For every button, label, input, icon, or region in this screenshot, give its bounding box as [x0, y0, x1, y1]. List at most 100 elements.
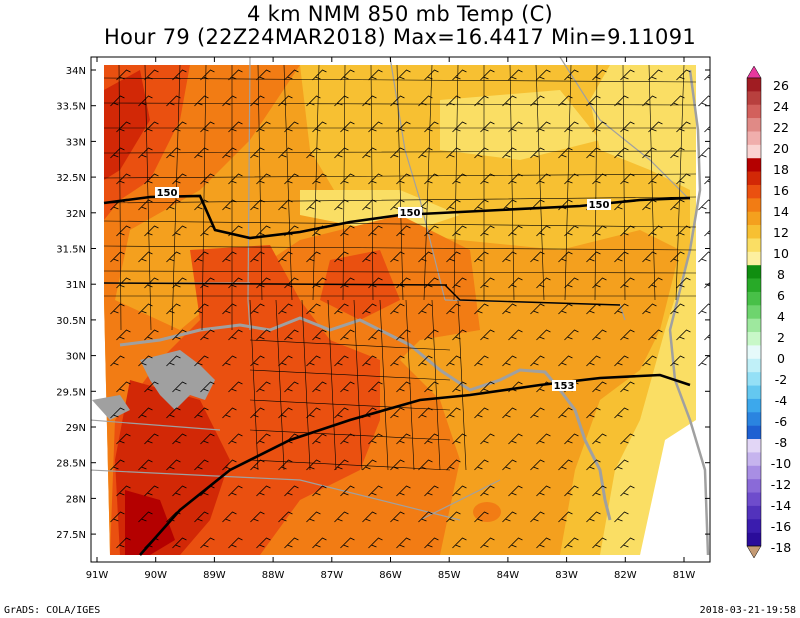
colorbar-segment	[747, 305, 761, 319]
colorbar-segment	[747, 118, 761, 132]
marsh-west	[92, 395, 130, 420]
lon-tick-label: 91W	[86, 570, 109, 581]
colorbar-label: 8	[777, 267, 785, 282]
colorbar-label: 12	[773, 225, 789, 240]
county-lines	[103, 64, 697, 471]
map-title-line2: Hour 79 (22Z24MAR2018) Max=16.4417 Min=9…	[103, 25, 697, 49]
colorbar-segment	[747, 265, 761, 279]
wind-barbs	[110, 69, 710, 549]
colorbar-label: -2	[775, 372, 787, 387]
county-boundaries	[103, 64, 697, 471]
contour-label: 153	[554, 381, 575, 392]
contour-label-bg	[587, 199, 611, 210]
barb-lines	[110, 69, 710, 549]
colorbar-label: 14	[773, 204, 789, 219]
colorbar-label: -8	[775, 435, 788, 450]
temp-band-8-10-a	[590, 65, 696, 555]
contour-label: 150	[400, 208, 421, 219]
colorbar-segment	[747, 225, 761, 239]
contour-label-bg	[155, 187, 179, 198]
lat-tick-label: 32N	[66, 209, 86, 220]
colorbar-segment	[747, 398, 761, 413]
lat-tick-label: 34N	[66, 66, 86, 77]
lon-tick-label: 89W	[203, 570, 226, 581]
colorbar-outline	[746, 77, 762, 547]
lon-tick-label: 85W	[438, 570, 461, 581]
temp-band-8-10-c	[440, 90, 600, 160]
colorbar-label: -6	[775, 414, 788, 429]
temp-band-10-12	[300, 65, 696, 555]
colorbar-label: 18	[773, 162, 789, 177]
colorbar-label: 0	[777, 351, 785, 366]
major-boundaries	[103, 282, 621, 306]
colorbar-segment	[747, 358, 761, 373]
colorbar-segment	[747, 492, 761, 507]
colorbar-segment	[747, 439, 761, 453]
colorbar-label: 4	[777, 309, 785, 324]
lat-tick-label: 32.5N	[56, 173, 86, 184]
colorbar-segment	[747, 505, 761, 520]
lat-tick-label: 31N	[66, 280, 86, 291]
lon-tick-label: 83W	[555, 570, 578, 581]
timestamp: 2018-03-21-19:58	[699, 605, 796, 616]
colorbar-label: 24	[773, 99, 789, 114]
height-contours	[103, 194, 691, 556]
colorbar-segment	[747, 318, 761, 333]
lon-tick-label: 88W	[262, 570, 285, 581]
lon-tick-label: 90W	[144, 570, 167, 581]
colorbar-label: 22	[773, 120, 789, 135]
colorbar-segment	[747, 171, 761, 186]
longitude-axis: 91W 90W 89W 88W 87W 86W 85W 84W 83W 82W 81W	[86, 57, 695, 581]
colorbar-label: -12	[771, 477, 791, 492]
latitude-axis: 34N 33.5N 33N 32.5N 32N 31.5N 31N 30.5N 30N 29.5N…	[56, 66, 710, 541]
colorbar-segment	[747, 332, 761, 346]
lon-tick-label: 86W	[379, 570, 402, 581]
colorbar-segment	[747, 158, 761, 172]
colorbar-label: -14	[771, 498, 791, 513]
contour-label: 150	[157, 188, 178, 199]
colorbar-label: 10	[773, 246, 789, 261]
contour-label: 150	[589, 200, 610, 211]
lat-tick-label: 31.5N	[56, 245, 86, 256]
lat-tick-label: 29.5N	[56, 387, 86, 398]
colorbar-label: -10	[771, 456, 791, 471]
colorbar-segment	[747, 144, 761, 159]
colorbar-bottom-arrow	[746, 545, 762, 559]
delta-marsh	[140, 350, 215, 410]
colorbar-segment	[747, 91, 761, 106]
colorbar-segment	[747, 425, 761, 440]
contour-153	[139, 373, 691, 556]
colorbar-label: -18	[771, 540, 791, 555]
lat-tick-label: 30N	[66, 352, 86, 363]
colorbar-top-arrow	[746, 65, 762, 79]
colorbar-label: -4	[775, 393, 788, 408]
colorbar-segment	[747, 198, 761, 213]
colorbar-segment	[747, 251, 761, 266]
colorbar-segment	[747, 465, 761, 480]
lat-tick-label: 33.5N	[56, 102, 86, 113]
colorbar-segment	[747, 104, 761, 119]
colorbar-segment	[747, 131, 761, 146]
map-frame	[90, 56, 711, 563]
lat-tick-label: 29N	[66, 423, 86, 434]
colorbar-segment	[747, 291, 761, 306]
lat-tick-label: 27.5N	[56, 530, 86, 541]
lat-tick-label: 28.5N	[56, 459, 86, 470]
colorbar-label: 2	[777, 330, 785, 345]
colorbar-segment	[747, 345, 761, 360]
colorbar-segment	[747, 532, 761, 547]
lon-tick-label: 84W	[497, 570, 520, 581]
lon-tick-label: 82W	[614, 570, 637, 581]
colorbar-label: -16	[771, 519, 791, 534]
lat-tick-label: 33N	[66, 137, 86, 148]
colorbar	[746, 65, 762, 559]
colorbar-segment	[747, 519, 761, 533]
colorbar-segment	[747, 278, 761, 293]
colorbar-segment	[747, 372, 761, 386]
colorbar-label: 16	[773, 183, 789, 198]
contour-150	[103, 194, 691, 240]
temperature-field: 150 150 150 153	[91, 57, 710, 556]
colorbar-segment	[747, 412, 761, 426]
colorbar-segment	[747, 385, 761, 400]
